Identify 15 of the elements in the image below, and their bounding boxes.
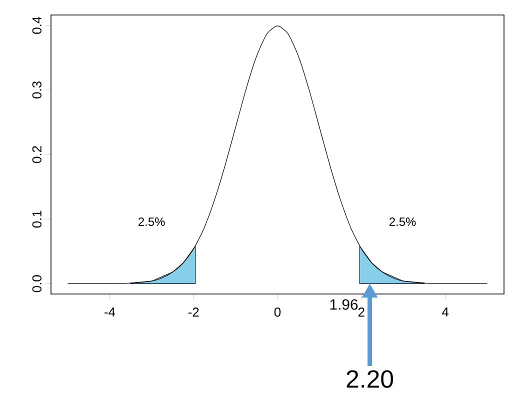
x-tick-label: 2 — [358, 308, 364, 317]
text: 1.96 — [330, 299, 358, 310]
y-tick-label: 0.3 — [32, 81, 42, 98]
x-tick-label: 4 — [442, 308, 449, 316]
text: 2.20 — [346, 370, 394, 388]
y-tick-label: 0.2 — [32, 146, 42, 164]
y-tick-label: 0.4 — [32, 16, 42, 34]
line-series — [67, 26, 488, 284]
annotation: 2.5% — [390, 218, 416, 226]
y-tick-label: 0.0 — [32, 275, 42, 292]
x-tick-label: 0 — [274, 308, 281, 317]
x-tick-label: -2 — [188, 308, 199, 317]
x-tick-label: -4 — [104, 308, 116, 316]
y-tick-label: 0.1 — [32, 210, 42, 228]
annotation: 2.5% — [138, 218, 165, 226]
